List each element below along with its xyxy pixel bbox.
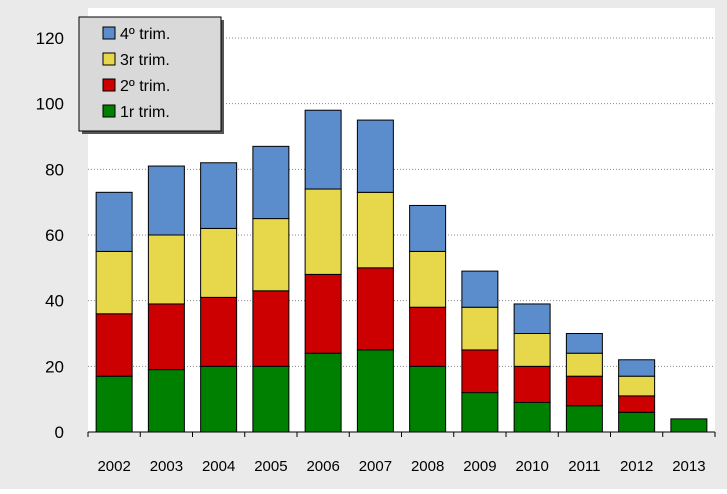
bar-segment xyxy=(618,375,656,397)
legend: 4º trim. 3r trim. 2º trim. 1r trim. xyxy=(78,16,224,134)
legend-swatch xyxy=(102,78,116,92)
bar-segment xyxy=(409,204,447,252)
y-tick-label: 60 xyxy=(45,226,64,245)
bar-segment xyxy=(252,218,290,292)
x-tick-label: 2013 xyxy=(672,458,705,475)
y-tick-label: 0 xyxy=(55,423,64,442)
axes: 0 20 40 60 80 100 120 2002 2003 2004 2005 2006 2007 2… xyxy=(36,29,716,475)
bar-segment xyxy=(618,411,656,433)
bar-segment xyxy=(565,352,603,377)
bar-segment xyxy=(565,405,603,433)
bars xyxy=(95,109,708,433)
bar-segment xyxy=(565,375,603,407)
x-tick-label: 2012 xyxy=(620,458,653,475)
x-tick-label: 2005 xyxy=(254,458,287,475)
y-tick-label: 20 xyxy=(45,357,64,376)
legend-swatch xyxy=(102,104,116,118)
bar-segment xyxy=(252,145,290,220)
bar-segment xyxy=(513,303,551,335)
x-tick-label: 2010 xyxy=(515,458,548,475)
bar-segment xyxy=(304,188,342,275)
y-tick-label: 80 xyxy=(45,160,64,179)
bar-segment xyxy=(356,267,394,351)
bar-segment xyxy=(356,191,394,269)
bar-segment xyxy=(356,119,394,193)
bar-segment xyxy=(513,365,551,403)
bar-segment xyxy=(409,365,447,433)
legend-label: 2º trim. xyxy=(120,78,170,95)
bar-segment xyxy=(252,290,290,367)
x-tick-label: 2007 xyxy=(359,458,392,475)
bar-segment xyxy=(409,250,447,308)
bar-segment xyxy=(513,401,551,433)
y-tick-label: 40 xyxy=(45,292,64,311)
y-tick-label: 120 xyxy=(36,29,64,48)
bar-segment xyxy=(461,392,499,433)
bar-segment xyxy=(95,250,133,315)
bar-segment xyxy=(147,369,185,433)
x-tick-label: 2009 xyxy=(463,458,496,475)
bar-segment xyxy=(200,296,238,367)
bar-segment xyxy=(304,109,342,190)
bar-segment xyxy=(252,365,290,433)
legend-swatch xyxy=(102,26,116,40)
x-tick-label: 2008 xyxy=(411,458,444,475)
bar-segment xyxy=(304,352,342,433)
bar-segment xyxy=(356,349,394,433)
bar-segment xyxy=(95,191,133,252)
x-tick-label: 2006 xyxy=(306,458,339,475)
legend-label: 3r trim. xyxy=(120,52,170,69)
bar-segment xyxy=(147,303,185,371)
x-tick-label: 2003 xyxy=(150,458,183,475)
bar-segment xyxy=(670,418,708,433)
legend-label: 1r trim. xyxy=(120,104,170,121)
bar-segment xyxy=(147,234,185,305)
legend-label: 4º trim. xyxy=(120,26,170,43)
bar-segment xyxy=(565,333,603,354)
bar-segment xyxy=(461,306,499,351)
bar-segment xyxy=(304,273,342,354)
bar-segment xyxy=(618,359,656,377)
bar-segment xyxy=(409,306,447,367)
y-tick-label: 100 xyxy=(36,95,64,114)
bar-segment xyxy=(147,165,185,236)
x-tick-label: 2004 xyxy=(202,458,235,475)
bar-segment xyxy=(461,270,499,308)
bar-segment xyxy=(200,162,238,229)
legend-swatch xyxy=(102,52,116,66)
gridlines xyxy=(88,37,715,367)
bar-segment xyxy=(513,333,551,367)
bar-segment xyxy=(200,365,238,433)
bar-segment xyxy=(200,227,238,298)
x-tick-label: 2002 xyxy=(97,458,130,475)
bar-segment xyxy=(95,375,133,433)
bar-segment xyxy=(95,313,133,377)
bar-segment xyxy=(618,395,656,413)
bar-segment xyxy=(461,349,499,394)
x-tick-label: 2011 xyxy=(568,458,600,475)
